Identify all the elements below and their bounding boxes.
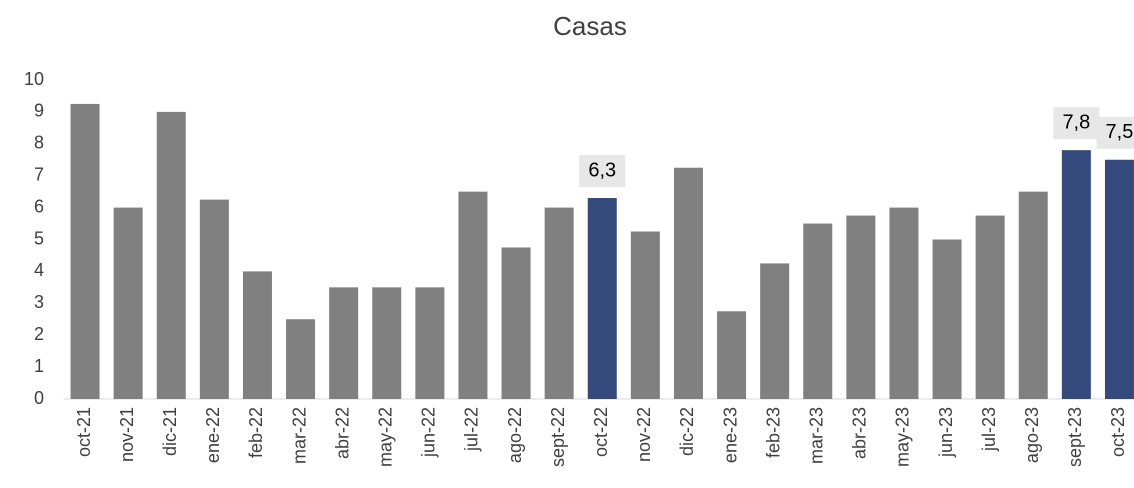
bar: [717, 311, 747, 399]
bar: [458, 191, 488, 399]
x-tick-label: dic-22: [677, 407, 697, 456]
value-label-box: [1053, 107, 1100, 140]
x-tick-label: ago-23: [1022, 407, 1042, 463]
bar: [587, 198, 617, 399]
bar: [630, 231, 660, 399]
x-tick-label: ene-22: [203, 407, 223, 463]
x-tick-label: abr-23: [850, 407, 870, 459]
x-tick-label: nov-21: [117, 407, 137, 462]
bar: [199, 199, 229, 399]
x-tick-label: sept-22: [548, 407, 568, 467]
x-tick-label: mar-23: [807, 407, 827, 464]
x-tick-label: sept-23: [1065, 407, 1085, 467]
x-tick-label: oct-21: [74, 407, 94, 457]
bar: [372, 287, 402, 399]
x-tick-label: abr-22: [332, 407, 352, 459]
y-tick-label: 0: [34, 388, 44, 408]
x-tick-label: feb-23: [763, 407, 783, 458]
value-label: 7,5: [1106, 121, 1134, 143]
value-label: 7,8: [1062, 111, 1090, 133]
bar: [156, 111, 186, 400]
x-tick-label: oct-22: [591, 407, 611, 457]
x-tick-label: oct-23: [1108, 407, 1128, 457]
y-tick-label: 2: [34, 324, 44, 344]
x-tick-label: ene-23: [720, 407, 740, 463]
bar: [415, 287, 445, 399]
bar: [1018, 191, 1048, 399]
bar: [329, 287, 359, 399]
x-tick-label: mar-22: [289, 407, 309, 464]
bar: [70, 103, 100, 400]
x-tick-label: jun-23: [936, 407, 956, 458]
x-tick-label: feb-22: [246, 407, 266, 458]
x-tick-label: jul-22: [462, 407, 482, 452]
bar: [1061, 150, 1091, 399]
x-tick-label: jun-22: [419, 407, 439, 458]
bar: [889, 207, 919, 399]
y-tick-label: 3: [34, 292, 44, 312]
chart-title: Casas: [553, 11, 627, 41]
y-tick-label: 4: [34, 260, 44, 280]
bar: [932, 239, 962, 399]
value-label-box: [579, 155, 626, 188]
x-tick-label: ago-22: [505, 407, 525, 463]
x-tick-label: may-22: [376, 407, 396, 467]
y-tick-label: 9: [34, 101, 44, 121]
y-tick-label: 7: [34, 164, 44, 184]
bar: [242, 271, 272, 399]
bar: [673, 167, 703, 399]
bar: [803, 223, 833, 399]
bar: [286, 319, 316, 399]
bar: [846, 215, 876, 399]
bar: [1104, 159, 1134, 399]
x-tick-label: nov-22: [634, 407, 654, 462]
y-tick-label: 6: [34, 196, 44, 216]
value-label-box: [1096, 116, 1134, 149]
y-tick-label: 1: [34, 356, 44, 376]
x-tick-label: jul-23: [979, 407, 999, 452]
y-tick-label: 10: [24, 69, 44, 89]
bar: [544, 207, 574, 399]
bar: [501, 247, 531, 399]
bar: [760, 263, 790, 399]
x-tick-label: dic-21: [160, 407, 180, 456]
x-tick-label: may-23: [893, 407, 913, 467]
bar: [113, 207, 143, 399]
value-label: 6,3: [588, 159, 616, 181]
y-tick-label: 5: [34, 228, 44, 248]
y-tick-label: 8: [34, 133, 44, 153]
bar: [975, 215, 1005, 399]
